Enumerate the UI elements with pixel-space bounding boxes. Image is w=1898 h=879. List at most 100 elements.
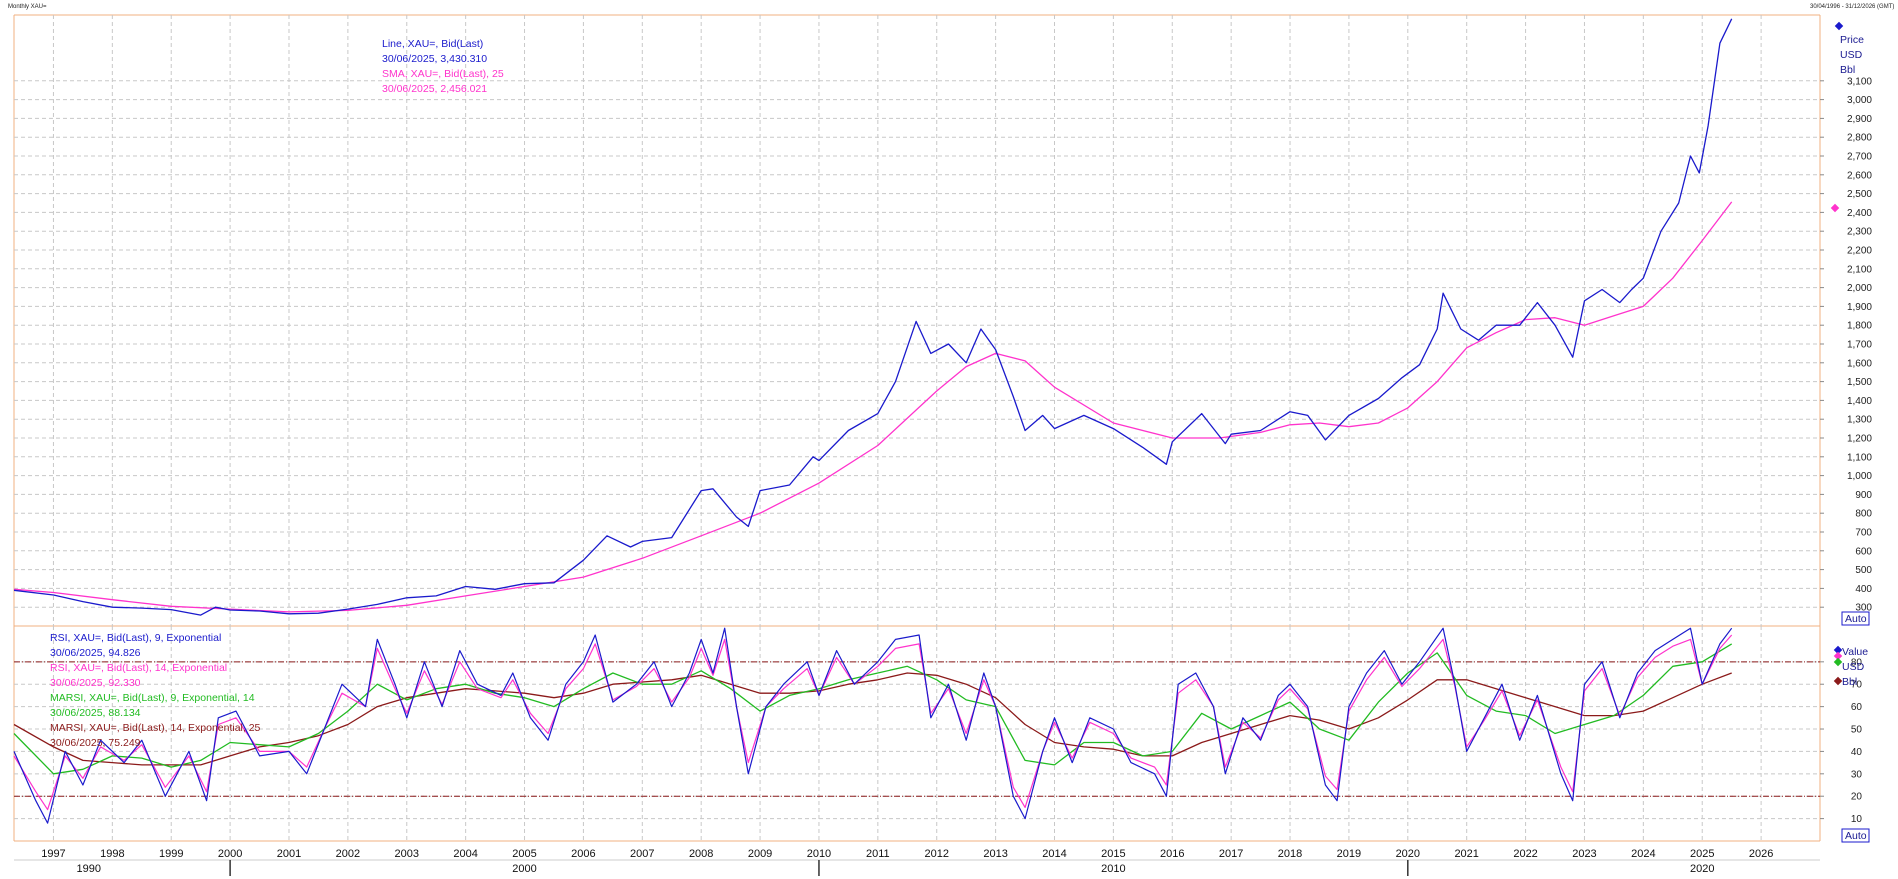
price-y-tick-label: 2,500	[1847, 189, 1872, 200]
chart-header-range: 30/04/1996 - 31/12/2026 (GMT)	[1810, 4, 1894, 10]
x-tick-label: 2003	[395, 848, 419, 860]
price-y-tick-label: 500	[1855, 565, 1872, 576]
x-tick-label: 2013	[983, 848, 1007, 860]
rsi-y-tick-label: 10	[1851, 814, 1863, 825]
sma-25-line	[13, 201, 1733, 613]
rsi-14-line	[13, 634, 1733, 811]
price-y-tick-label: 1,000	[1847, 471, 1872, 482]
x-tick-label: 2025	[1690, 848, 1714, 860]
x-tick-label: 2011	[866, 848, 890, 860]
price-y-tick-label: 600	[1855, 546, 1872, 557]
x-tick-label: 2024	[1631, 848, 1655, 860]
grid-lines	[14, 15, 1820, 841]
rsi-legend-rsi14-title: RSI, XAU=, Bid(Last), 14, Exponential	[50, 662, 227, 674]
rsi9-marker-icon	[1833, 645, 1843, 655]
price-y-tick-label: 2,900	[1847, 114, 1872, 125]
x-tick-label: 2020	[1396, 848, 1420, 860]
y-axis-ticks: 300 400 500 600 700 800 900 1,000 1,100 1,200 1,30…	[1820, 76, 1872, 825]
x-tick-label: 2007	[630, 848, 654, 860]
rsi-auto-button-frame	[1841, 828, 1870, 843]
price-y-tick-label: 1,400	[1847, 396, 1872, 407]
marsi-9-line	[13, 643, 1733, 775]
rsi-y-tick-label: 40	[1851, 747, 1863, 758]
x-tick-label: 2022	[1513, 848, 1537, 860]
price-legend-sma-title: SMA, XAU=, Bid(Last), 25	[382, 68, 504, 80]
rsi-y-tick-label: 60	[1851, 702, 1863, 713]
price-y-tick-label: 300	[1855, 603, 1872, 614]
price-y-tick-label: 1,700	[1847, 340, 1872, 351]
price-axis-marker-icon	[1834, 21, 1844, 31]
x-tick-label: 2004	[453, 848, 477, 860]
price-y-tick-label: 900	[1855, 490, 1872, 501]
rsi-axis-label-usd: USD	[1842, 661, 1865, 673]
rsi-y-tick-label: 80	[1851, 657, 1863, 668]
price-auto-button-frame	[1841, 611, 1870, 626]
x-tick-label: 2021	[1454, 848, 1478, 860]
rsi-legend-rsi9-value: 30/06/2025, 94.826	[50, 647, 141, 659]
x-tick-label: 2005	[512, 848, 536, 860]
x-tick-label: 1998	[100, 848, 124, 860]
decade-label: 2010	[1101, 863, 1125, 875]
rsi-9-line	[13, 627, 1733, 824]
rsi-legend-marsi9-value: 30/06/2025, 88.134	[50, 707, 141, 719]
price-y-tick-label: 2,800	[1847, 133, 1872, 144]
price-legend-line-title: Line, XAU=, Bid(Last)	[382, 38, 483, 50]
price-auto-button[interactable]: Auto	[1841, 611, 1870, 626]
rsi-reference-lines	[14, 661, 1820, 797]
price-legend-line-value: 30/06/2025, 3,430.310	[382, 53, 487, 65]
marsi9-marker-icon	[1833, 657, 1843, 667]
x-tick-label: 2014	[1042, 848, 1066, 860]
price-y-tick-label: 800	[1855, 509, 1872, 520]
price-y-tick-label: 1,200	[1847, 434, 1872, 445]
rsi-axis-label-bbl: Bbl	[1842, 676, 1857, 688]
rsi-legend-rsi14-value: 30/06/2025, 92.330	[50, 677, 141, 689]
x-tick-label: 1997	[41, 848, 65, 860]
price-y-tick-label: 700	[1855, 528, 1872, 539]
rsi14-marker-icon	[1833, 651, 1843, 661]
x-axis-ticks: 1997 1998 1999 2000 2001 2002 2003 2004 2005 2006…	[41, 848, 1773, 860]
price-axis-label-usd: USD	[1840, 49, 1863, 61]
rsi-y-tick-label: 30	[1851, 769, 1863, 780]
rsi-legend-marsi14-title: MARSI, XAU=, Bid(Last), 14, Exponential,…	[50, 722, 261, 734]
decade-label: 2000	[512, 863, 536, 875]
rsi-auto-button[interactable]: Auto	[1841, 828, 1870, 843]
price-y-tick-label: 1,600	[1847, 358, 1872, 369]
rsi-y-tick-label: 70	[1851, 680, 1863, 691]
price-y-tick-label: 1,300	[1847, 415, 1872, 426]
price-axis-label-price: Price	[1840, 34, 1864, 46]
price-y-tick-label: 1,500	[1847, 377, 1872, 388]
price-y-tick-label: 2,600	[1847, 170, 1872, 181]
price-legend-sma-value: 30/06/2025, 2,456.021	[382, 83, 487, 95]
x-tick-label: 2016	[1160, 848, 1184, 860]
rsi-y-tick-label: 20	[1851, 792, 1863, 803]
price-y-tick-label: 2,300	[1847, 227, 1872, 238]
x-tick-label: 2015	[1101, 848, 1125, 860]
x-tick-label: 2017	[1219, 848, 1243, 860]
price-y-tick-label: 2,100	[1847, 264, 1872, 275]
sma-last-value-marker-icon	[1830, 203, 1840, 213]
x-tick-label: 2006	[571, 848, 595, 860]
x-tick-label: 2009	[748, 848, 772, 860]
chart-header-title: Monthly XAU=	[8, 4, 47, 10]
rsi-y-tick-label: 50	[1851, 725, 1863, 736]
decade-label: 1990	[77, 863, 101, 875]
price-y-tick-label: 2,700	[1847, 152, 1872, 163]
x-tick-label: 2012	[924, 848, 948, 860]
x-tick-label: 2018	[1278, 848, 1302, 860]
price-y-tick-label: 1,900	[1847, 302, 1872, 313]
x-tick-label: 2001	[277, 848, 301, 860]
rsi-axis-label-value: Value	[1842, 646, 1868, 658]
x-tick-label: 2008	[689, 848, 713, 860]
rsi-legend-rsi9-title: RSI, XAU=, Bid(Last), 9, Exponential	[50, 632, 221, 644]
xau-price-line	[13, 18, 1733, 616]
marsi14-marker-icon	[1833, 676, 1843, 686]
x-tick-label: 2002	[336, 848, 360, 860]
decade-label: 2020	[1690, 863, 1714, 875]
x-tick-label: 2023	[1572, 848, 1596, 860]
price-y-tick-label: 3,000	[1847, 95, 1872, 106]
price-auto-button-label: Auto	[1845, 613, 1867, 625]
series-lines	[13, 18, 1733, 824]
price-y-tick-label: 1,100	[1847, 452, 1872, 463]
rsi-legend-marsi9-title: MARSI, XAU=, Bid(Last), 9, Exponential, …	[50, 692, 255, 704]
price-y-tick-label: 400	[1855, 584, 1872, 595]
